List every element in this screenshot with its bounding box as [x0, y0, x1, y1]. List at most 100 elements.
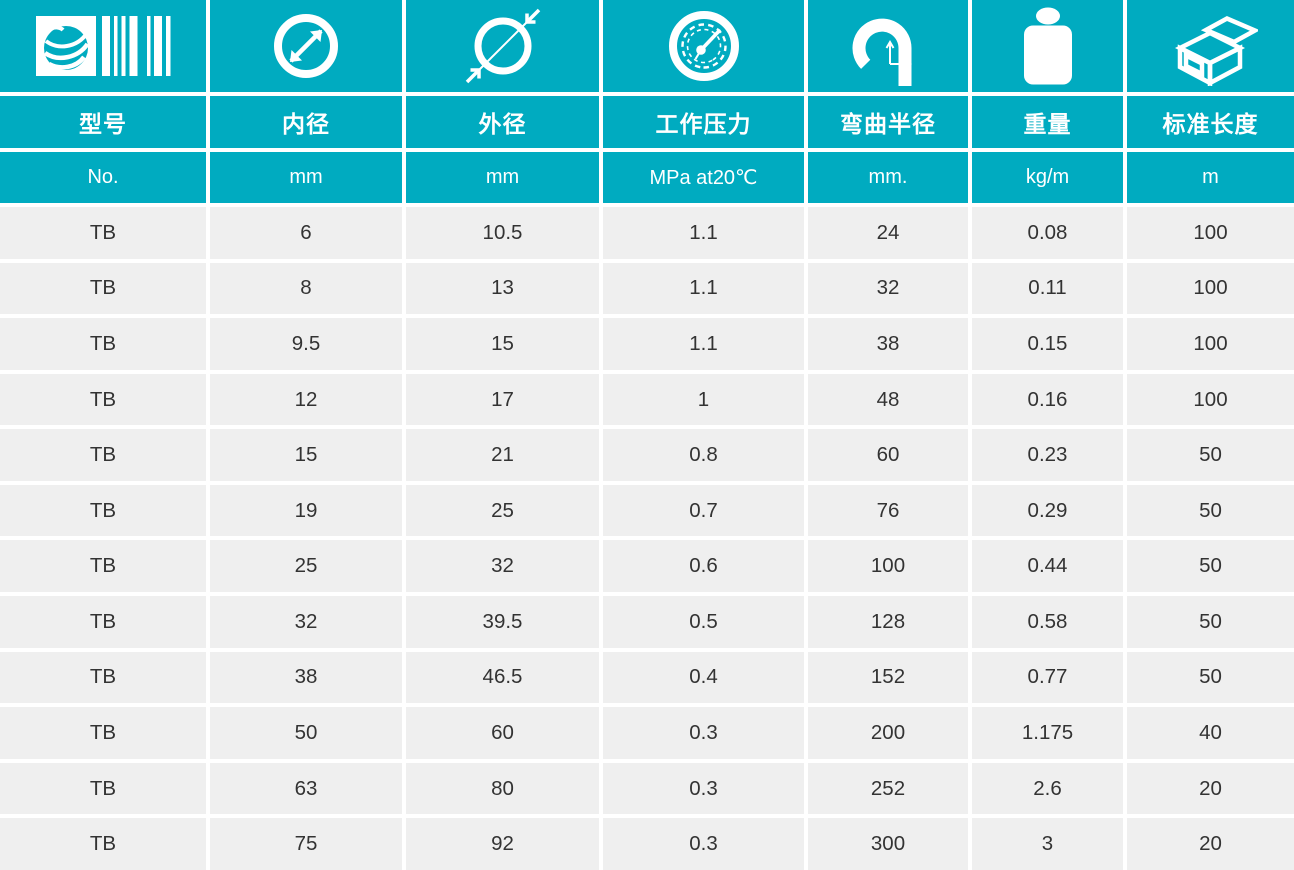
barcode-globe-icon [0, 0, 206, 92]
column-unit-bend-radius: mm. [808, 152, 968, 203]
column-unit-working-pressure: MPa at20℃ [603, 152, 804, 203]
cell-standard_length: 100 [1127, 207, 1294, 259]
cell-working_pressure: 0.3 [603, 707, 804, 759]
cell-weight: 0.16 [972, 373, 1123, 426]
weight-icon [972, 0, 1123, 92]
cell-bend_radius: 200 [808, 707, 968, 759]
cell-outer_diameter: 60 [406, 707, 599, 759]
cell-working_pressure: 0.6 [603, 540, 804, 593]
cell-model: TB [0, 707, 206, 759]
cell-inner_diameter: 25 [210, 540, 402, 593]
cell-weight: 0.08 [972, 207, 1123, 259]
cell-weight: 0.11 [972, 262, 1123, 315]
cell-model: TB [0, 318, 206, 370]
cell-bend_radius: 32 [808, 262, 968, 315]
cell-outer_diameter: 17 [406, 373, 599, 426]
cell-outer_diameter: 13 [406, 262, 599, 315]
column-title-weight: 重量 [972, 96, 1123, 148]
cell-weight: 0.77 [972, 651, 1123, 704]
inner-diameter-icon [210, 0, 402, 92]
cell-weight: 0.29 [972, 484, 1123, 537]
cell-inner_diameter: 8 [210, 262, 402, 315]
column-title-bend-radius: 弯曲半径 [808, 96, 968, 148]
cell-standard_length: 100 [1127, 373, 1294, 426]
cell-outer_diameter: 92 [406, 818, 599, 870]
cell-bend_radius: 24 [808, 207, 968, 259]
column-title-inner-diameter: 内径 [210, 96, 402, 148]
cell-inner_diameter: 75 [210, 818, 402, 870]
cell-model: TB [0, 373, 206, 426]
cell-weight: 1.175 [972, 707, 1123, 759]
cell-model: TB [0, 651, 206, 704]
cell-inner_diameter: 38 [210, 651, 402, 704]
cell-outer_diameter: 80 [406, 762, 599, 815]
column-title-working-pressure: 工作压力 [603, 96, 804, 148]
cell-working_pressure: 1 [603, 373, 804, 426]
column-unit-inner-diameter: mm [210, 152, 402, 203]
cell-standard_length: 20 [1127, 818, 1294, 870]
column-title-standard-length: 标准长度 [1127, 96, 1294, 148]
cell-outer_diameter: 10.5 [406, 207, 599, 259]
cell-standard_length: 50 [1127, 484, 1294, 537]
bend-radius-icon [808, 0, 968, 92]
cell-standard_length: 100 [1127, 262, 1294, 315]
cell-bend_radius: 48 [808, 373, 968, 426]
cell-weight: 0.58 [972, 596, 1123, 648]
cell-working_pressure: 0.5 [603, 596, 804, 648]
cell-standard_length: 20 [1127, 762, 1294, 815]
cell-weight: 0.44 [972, 540, 1123, 593]
cell-standard_length: 50 [1127, 540, 1294, 593]
cell-model: TB [0, 262, 206, 315]
cell-weight: 0.15 [972, 318, 1123, 370]
cell-standard_length: 50 [1127, 596, 1294, 648]
cell-inner_diameter: 19 [210, 484, 402, 537]
cell-inner_diameter: 15 [210, 429, 402, 481]
package-box-icon [1127, 0, 1294, 92]
cell-bend_radius: 300 [808, 818, 968, 870]
cell-model: TB [0, 596, 206, 648]
cell-outer_diameter: 25 [406, 484, 599, 537]
cell-bend_radius: 128 [808, 596, 968, 648]
cell-working_pressure: 0.4 [603, 651, 804, 704]
cell-standard_length: 100 [1127, 318, 1294, 370]
cell-outer_diameter: 15 [406, 318, 599, 370]
cell-outer_diameter: 46.5 [406, 651, 599, 704]
cell-inner_diameter: 32 [210, 596, 402, 648]
cell-working_pressure: 0.8 [603, 429, 804, 481]
cell-outer_diameter: 39.5 [406, 596, 599, 648]
cell-weight: 3 [972, 818, 1123, 870]
column-title-outer-diameter: 外径 [406, 96, 599, 148]
cell-bend_radius: 60 [808, 429, 968, 481]
cell-working_pressure: 1.1 [603, 318, 804, 370]
cell-model: TB [0, 484, 206, 537]
column-unit-model: No. [0, 152, 206, 203]
column-unit-outer-diameter: mm [406, 152, 599, 203]
column-unit-standard-length: m [1127, 152, 1294, 203]
cell-working_pressure: 1.1 [603, 207, 804, 259]
cell-inner_diameter: 50 [210, 707, 402, 759]
cell-model: TB [0, 207, 206, 259]
cell-bend_radius: 152 [808, 651, 968, 704]
cell-model: TB [0, 540, 206, 593]
cell-model: TB [0, 429, 206, 481]
cell-working_pressure: 1.1 [603, 262, 804, 315]
column-title-model: 型号 [0, 96, 206, 148]
cell-inner_diameter: 12 [210, 373, 402, 426]
cell-inner_diameter: 6 [210, 207, 402, 259]
cell-weight: 2.6 [972, 762, 1123, 815]
cell-bend_radius: 252 [808, 762, 968, 815]
cell-outer_diameter: 21 [406, 429, 599, 481]
cell-bend_radius: 100 [808, 540, 968, 593]
cell-working_pressure: 0.7 [603, 484, 804, 537]
cell-standard_length: 40 [1127, 707, 1294, 759]
cell-bend_radius: 76 [808, 484, 968, 537]
cell-weight: 0.23 [972, 429, 1123, 481]
cell-standard_length: 50 [1127, 429, 1294, 481]
outer-diameter-icon [406, 0, 599, 92]
cell-model: TB [0, 762, 206, 815]
cell-working_pressure: 0.3 [603, 818, 804, 870]
cell-bend_radius: 38 [808, 318, 968, 370]
cell-outer_diameter: 32 [406, 540, 599, 593]
column-unit-weight: kg/m [972, 152, 1123, 203]
